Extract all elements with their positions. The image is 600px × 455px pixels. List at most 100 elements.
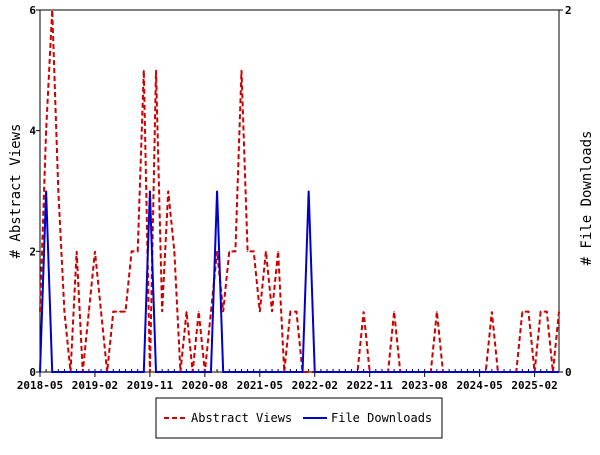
- data-point-file-downloads: [295, 371, 298, 373]
- left-y-axis-tick-label: 2: [29, 245, 36, 258]
- data-point-file-downloads: [57, 371, 59, 373]
- data-point-abstract-views: [185, 311, 188, 313]
- data-point-abstract-views: [161, 311, 163, 313]
- data-point-file-downloads: [540, 371, 542, 373]
- legend: Abstract Views File Downloads: [155, 397, 443, 439]
- x-axis-tick-labels: 2018-05 2019-02 2019-11 2020-08 2021-05 2022-…: [17, 379, 558, 392]
- data-point-file-downloads: [124, 371, 127, 373]
- data-point-file-downloads: [497, 371, 499, 373]
- data-point-abstract-views: [521, 311, 523, 313]
- data-point-abstract-views: [558, 311, 560, 313]
- data-point-file-downloads: [69, 371, 72, 373]
- data-point-file-downloads: [216, 190, 218, 192]
- data-point-abstract-views: [216, 250, 218, 252]
- data-point-abstract-views: [491, 311, 493, 313]
- data-point-file-downloads: [192, 371, 194, 373]
- data-point-file-downloads: [106, 371, 108, 373]
- x-axis-tick-label: 2023-08: [401, 379, 447, 392]
- legend-box: [155, 397, 443, 439]
- x-axis-tick-label: 2021-05: [237, 379, 283, 392]
- data-point-abstract-views: [57, 190, 59, 192]
- plot-area: [39, 9, 560, 373]
- data-point-file-downloads: [381, 371, 383, 373]
- data-point-file-downloads: [204, 371, 206, 373]
- data-point-file-downloads: [314, 371, 316, 373]
- data-point-abstract-views: [393, 311, 395, 313]
- data-point-file-downloads: [460, 371, 462, 373]
- data-point-file-downloads: [527, 371, 530, 373]
- data-point-file-downloads: [155, 371, 157, 373]
- data-point-file-downloads: [405, 371, 407, 373]
- data-point-abstract-views: [143, 69, 145, 71]
- data-point-file-downloads: [546, 371, 548, 373]
- data-point-abstract-views: [253, 250, 255, 252]
- data-point-file-downloads: [485, 371, 487, 373]
- data-point-file-downloads: [363, 371, 365, 373]
- data-point-file-downloads: [167, 371, 169, 373]
- data-point-file-downloads: [198, 371, 200, 373]
- data-point-file-downloads: [94, 371, 96, 373]
- data-point-file-downloads: [39, 371, 41, 373]
- data-point-file-downloads: [479, 371, 481, 373]
- data-point-file-downloads: [332, 371, 334, 373]
- data-point-abstract-views: [130, 250, 133, 252]
- x-axis-tick-label: 2018-05: [17, 379, 63, 392]
- x-axis-tick-label: 2020-08: [182, 379, 228, 392]
- series-line-file-downloads: [39, 190, 559, 373]
- x-axis-tick-label: 2022-02: [292, 379, 338, 392]
- data-point-abstract-views: [228, 250, 230, 252]
- data-point-abstract-views: [271, 311, 273, 313]
- data-point-abstract-views: [63, 311, 66, 313]
- data-point-file-downloads: [509, 371, 511, 373]
- data-point-abstract-views: [546, 311, 548, 313]
- data-point-file-downloads: [289, 371, 291, 373]
- data-point-abstract-views: [173, 250, 175, 252]
- data-point-file-downloads: [283, 371, 285, 373]
- data-point-file-downloads: [228, 371, 230, 373]
- data-point-abstract-views: [45, 130, 47, 132]
- data-point-file-downloads: [387, 371, 389, 373]
- data-point-abstract-views: [155, 69, 157, 71]
- data-point-file-downloads: [173, 371, 175, 373]
- data-point-file-downloads: [350, 371, 352, 373]
- data-point-file-downloads: [491, 371, 493, 373]
- data-point-file-downloads: [271, 371, 273, 373]
- data-point-abstract-views: [295, 311, 298, 313]
- series-line-abstract-views: [39, 9, 560, 373]
- data-point-abstract-views: [247, 250, 249, 252]
- data-point-abstract-views: [137, 250, 139, 252]
- data-point-abstract-views: [289, 311, 291, 313]
- data-point-file-downloads: [253, 371, 255, 373]
- right-y-axis-title: # File Downloads: [579, 131, 595, 266]
- data-point-file-downloads: [411, 371, 414, 373]
- data-point-abstract-views: [436, 311, 438, 313]
- x-axis-tick-label: 2019-11: [127, 379, 174, 392]
- right-y-axis-tick-label: 0: [565, 366, 572, 379]
- left-y-axis-title: # Abstract Views: [8, 124, 24, 259]
- data-point-file-downloads: [399, 371, 401, 373]
- data-point-abstract-views: [118, 311, 120, 313]
- x-axis-tick-label: 2024-05: [456, 379, 502, 392]
- data-point-abstract-views: [88, 311, 90, 313]
- data-point-file-downloads: [436, 371, 438, 373]
- data-point-file-downloads: [417, 371, 420, 373]
- data-point-file-downloads: [521, 371, 523, 373]
- data-point-file-downloads: [308, 190, 310, 192]
- data-point-file-downloads: [45, 190, 47, 192]
- data-point-file-downloads: [326, 371, 328, 373]
- data-point-abstract-views: [124, 311, 127, 313]
- data-point-file-downloads: [430, 371, 432, 373]
- data-point-file-downloads: [112, 371, 114, 373]
- data-point-file-downloads: [179, 371, 182, 373]
- data-point-file-downloads: [82, 371, 84, 373]
- legend-label-file-downloads: File Downloads: [331, 411, 432, 425]
- data-point-abstract-views: [363, 311, 365, 313]
- data-point-file-downloads: [320, 371, 322, 373]
- axis-ticks: [36, 9, 563, 377]
- left-y-axis-tick-label: 0: [29, 366, 36, 379]
- left-y-axis-tick-label: 6: [29, 4, 36, 17]
- data-point-file-downloads: [118, 371, 120, 373]
- data-point-file-downloads: [161, 371, 163, 373]
